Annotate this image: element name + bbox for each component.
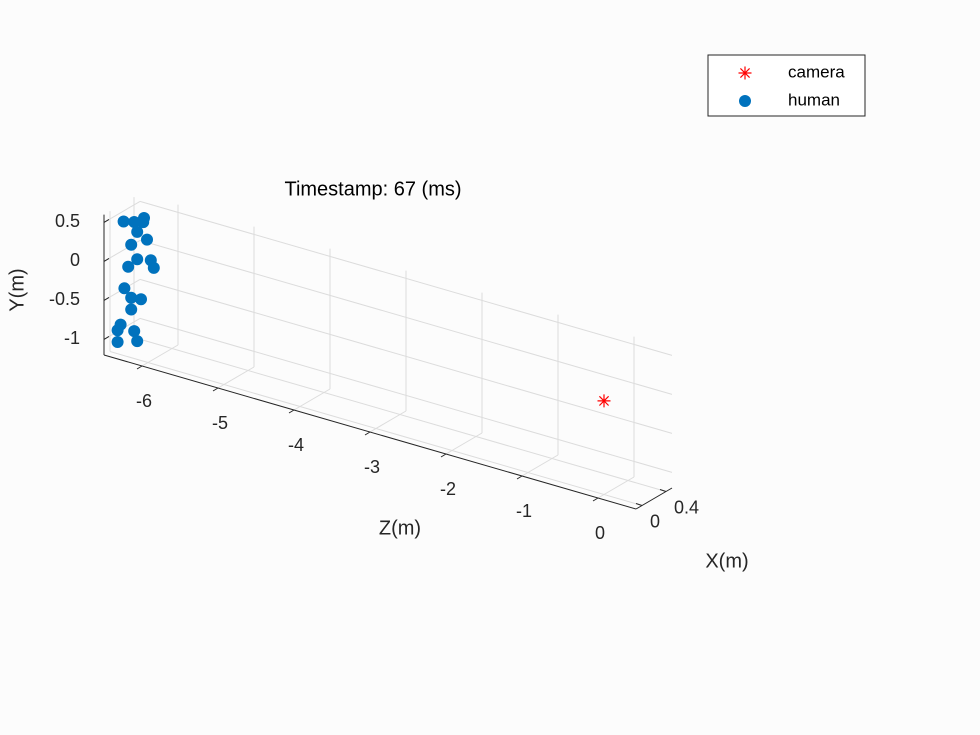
data-point — [147, 261, 160, 274]
x-tick-label: 0 — [650, 511, 660, 531]
data-point — [122, 260, 135, 273]
data-point — [128, 325, 141, 338]
grid-line — [133, 337, 667, 492]
grid-line — [521, 454, 559, 477]
data-point — [118, 282, 131, 295]
data-point — [125, 291, 138, 304]
legend-marker — [738, 66, 752, 80]
grid-line — [369, 410, 407, 433]
chart-title: Timestamp: 67 (ms) — [284, 178, 461, 200]
data-point — [111, 336, 124, 348]
grid-line — [141, 344, 179, 367]
data-point — [141, 233, 153, 246]
tick-mark — [440, 453, 447, 458]
tick-mark — [212, 387, 219, 392]
legend-box — [707, 54, 866, 117]
grid-line — [445, 432, 483, 455]
z-tick-label: -6 — [136, 391, 152, 411]
x-tick-label: 0.4 — [674, 497, 699, 517]
tick-mark — [635, 503, 643, 506]
z-tick-label: -2 — [440, 479, 456, 499]
tick-mark — [103, 257, 110, 262]
z-tick-label: 0 — [595, 523, 605, 543]
tick-mark — [103, 218, 110, 223]
tick-mark — [288, 409, 295, 414]
grid-line — [597, 476, 635, 499]
legend-label: camera — [788, 62, 845, 81]
tick-mark — [136, 365, 143, 370]
grid-line — [293, 388, 331, 411]
data-point — [597, 394, 611, 408]
z-tick-label: -1 — [516, 501, 532, 521]
grid-line — [217, 366, 255, 389]
z-tick-label: -5 — [212, 413, 228, 433]
data-point — [137, 216, 150, 229]
data-point — [131, 335, 144, 348]
grid-line — [109, 351, 643, 506]
legend-marker — [739, 95, 751, 107]
z-tick-label: -3 — [364, 457, 380, 477]
data-point — [125, 238, 138, 251]
data-point — [117, 215, 130, 228]
x-axis — [635, 487, 673, 510]
y-tick-label: -1 — [64, 328, 80, 348]
z-tick-label: -4 — [288, 435, 304, 455]
y-tick-label: -0.5 — [49, 289, 80, 309]
tick-mark — [659, 489, 667, 492]
data-point — [128, 215, 141, 228]
grid-line — [139, 278, 673, 434]
tick-mark — [103, 296, 110, 301]
y-axis-label: Y(m) — [6, 268, 28, 311]
data-point — [125, 303, 138, 316]
tick-mark — [516, 475, 523, 480]
data-point — [111, 324, 124, 337]
data-point — [131, 225, 144, 238]
tick-mark — [592, 497, 599, 502]
x-axis-label: X(m) — [705, 550, 748, 572]
grid-line — [139, 239, 673, 395]
grid-line — [139, 317, 673, 473]
z-axis-label: Z(m) — [379, 517, 421, 539]
tick-mark — [364, 431, 371, 436]
grid-line — [139, 200, 673, 356]
data-point — [135, 293, 147, 306]
y-tick-label: 0 — [70, 250, 80, 270]
data-point — [131, 253, 144, 266]
tick-mark — [103, 335, 110, 340]
legend-label: human — [788, 90, 840, 109]
y-tick-label: 0.5 — [55, 211, 80, 231]
